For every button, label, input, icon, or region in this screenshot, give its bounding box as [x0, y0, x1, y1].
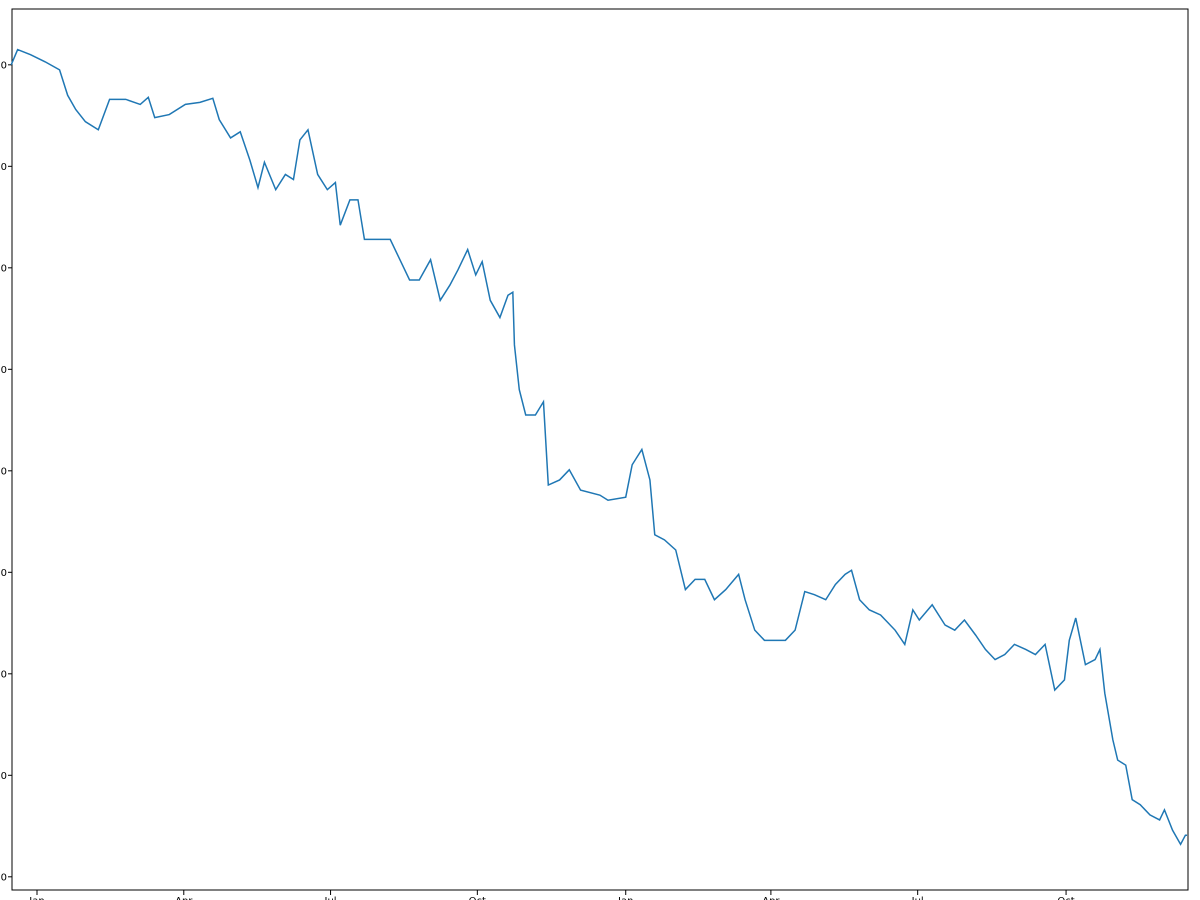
x-tick-label: Jul — [911, 896, 924, 900]
x-tick-label: Jan — [28, 896, 44, 900]
data-line — [10, 48, 1188, 846]
y-tick-label: 0 — [1, 568, 7, 579]
y-tick-label: 0 — [1, 365, 7, 376]
y-tick-label: 0 — [1, 771, 7, 782]
plot-frame — [11, 8, 1189, 891]
x-tick-label: Apr — [175, 896, 193, 900]
x-tick-label: Jul — [324, 896, 337, 900]
x-tick-label: Oct — [469, 896, 486, 900]
y-tick-label: 0 — [1, 872, 7, 883]
y-tick-label: 0 — [1, 60, 7, 71]
y-tick-label: 0 — [1, 162, 7, 173]
x-tick-label: Apr — [762, 896, 780, 900]
x-tick-label: Jan — [617, 896, 633, 900]
y-tick-label: 0 — [1, 669, 7, 680]
y-tick-label: 0 — [1, 466, 7, 477]
y-tick-label: 0 — [1, 263, 7, 274]
x-tick-label: Oct — [1057, 896, 1074, 900]
